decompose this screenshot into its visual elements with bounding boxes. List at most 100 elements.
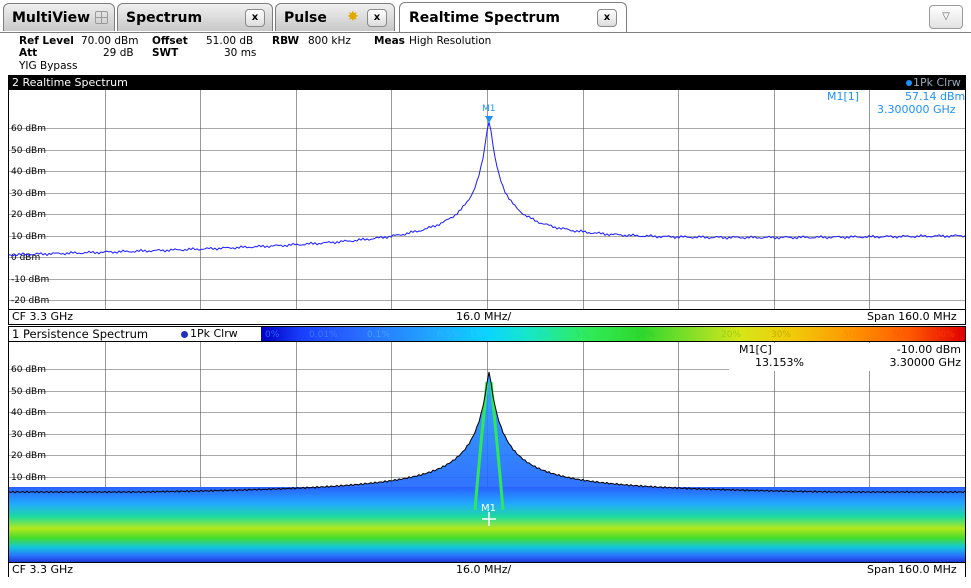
realtime-trace-label: 1Pk Clrw <box>913 76 961 89</box>
offset-value[interactable]: 51.00 dB <box>206 35 254 47</box>
tab-bar: MultiView Spectrum x Pulse ✸ x Realtime … <box>0 0 971 33</box>
realtime-spectrum-panel: 2 Realtime Spectrum 1Pk Clrw 60 dBm 50 d… <box>8 75 966 325</box>
sun-icon: ✸ <box>347 9 359 25</box>
tab-spectrum-label: Spectrum <box>126 10 203 26</box>
realtime-plot-area[interactable]: 60 dBm 50 dBm 40 dBm 30 dBm 20 dBm 10 dB… <box>9 90 965 309</box>
realtime-y-axis: 60 dBm 50 dBm 40 dBm 30 dBm 20 dBm 10 dB… <box>11 124 49 306</box>
scale-label: 100% <box>929 330 955 340</box>
realtime-plot-svg: 60 dBm 50 dBm 40 dBm 30 dBm 20 dBm 10 dB… <box>9 90 965 309</box>
att-value[interactable]: 29 dB <box>103 47 134 59</box>
persistence-marker-box: M1[C] 13.153% -10.00 dBm 3.30000 GHz <box>729 343 965 371</box>
close-spectrum-button[interactable]: x <box>245 9 265 27</box>
persistence-center-freq[interactable]: CF 3.3 GHz <box>12 563 74 576</box>
scale-label: 0.1% <box>367 330 390 340</box>
y-label-30: 30 dBm <box>11 189 46 199</box>
multiview-grid-icon <box>95 11 108 24</box>
crosshair-icon[interactable] <box>482 512 496 526</box>
scale-label: 1% <box>469 330 484 340</box>
persistence-density-region <box>9 372 965 502</box>
scale-label: 0.01% <box>309 330 338 340</box>
swt-label: SWT <box>152 47 179 59</box>
realtime-panel-title: 2 Realtime Spectrum <box>12 76 128 89</box>
ref-level-label: Ref Level <box>19 35 74 47</box>
persistence-div: 16.0 MHz/ <box>456 563 512 576</box>
y-label-20: 20 dBm <box>11 210 46 220</box>
meas-value[interactable]: High Resolution <box>409 35 492 47</box>
y-label-60: 60 dBm <box>11 124 46 134</box>
y-label-40: 40 dBm <box>11 167 46 177</box>
offset-label: Offset <box>152 35 188 47</box>
persistence-panel-titlebar: 1 Persistence Spectrum 1Pk Clrw 0% 0.01%… <box>9 327 965 342</box>
settings-panel: Ref Level 70.00 dBm Offset 51.00 dB RBW … <box>0 33 971 75</box>
y-label-0: 0 dBm <box>11 253 40 263</box>
scale-label: 50% <box>843 330 864 340</box>
persistence-footer: CF 3.3 GHz 16.0 MHz/ Span 160.0 MHz <box>9 562 965 577</box>
tab-realtime-spectrum[interactable]: Realtime Spectrum x <box>399 2 627 33</box>
realtime-center-freq[interactable]: CF 3.3 GHz <box>12 310 74 323</box>
persistence-y-axis: 60 dBm 50 dBm 40 dBm 30 dBm 20 dBm 10 dB… <box>11 365 46 483</box>
scale-label: 30% <box>771 330 792 340</box>
persistence-marker-percent: 13.153% <box>755 356 804 369</box>
realtime-panel-titlebar: 2 Realtime Spectrum 1Pk Clrw <box>9 76 965 90</box>
ref-level-value[interactable]: 70.00 dBm <box>81 35 139 47</box>
scale-label: 10% <box>635 330 656 340</box>
yig-bypass-label: YIG Bypass <box>19 60 78 72</box>
tab-menu-button[interactable]: ▽ <box>929 5 963 29</box>
trace-indicator-icon <box>181 331 188 338</box>
persistence-panel-title: 1 Persistence Spectrum <box>12 327 149 341</box>
trace-indicator-icon <box>906 80 912 86</box>
y-label-50: 50 dBm <box>11 146 46 156</box>
persistence-marker-freq: 3.30000 GHz <box>889 356 961 369</box>
close-pulse-button[interactable]: x <box>367 9 387 27</box>
att-label: Att <box>19 47 38 59</box>
persistence-marker-level: -10.00 dBm <box>896 343 961 356</box>
persistence-max-trace <box>9 371 965 494</box>
scale-label: 3% <box>535 330 550 340</box>
scale-label: 20% <box>721 330 742 340</box>
realtime-marker-level: 57.14 dBm <box>905 90 966 103</box>
realtime-div: 16.0 MHz/ <box>456 310 512 323</box>
y-label-30: 30 dBm <box>11 430 46 440</box>
persistence-plot-area[interactable]: 60 dBm 50 dBm 40 dBm 30 dBm 20 dBm 10 dB… <box>9 342 965 562</box>
scale-label: 0.5% <box>437 330 460 340</box>
meas-label: Meas <box>374 35 405 47</box>
rbw-label: RBW <box>272 35 300 47</box>
tab-multiview[interactable]: MultiView <box>3 3 115 31</box>
y-label-minus10: -10 dBm <box>11 275 49 285</box>
scale-label: 0% <box>265 330 280 340</box>
persistence-marker-tag: M1 <box>481 503 496 514</box>
realtime-marker-name: M1[1] <box>827 90 860 103</box>
tab-realtime-label: Realtime Spectrum <box>409 10 561 26</box>
y-label-10: 10 dBm <box>11 473 46 483</box>
realtime-marker-freq: 3.300000 GHz <box>877 103 956 116</box>
rbw-value[interactable]: 800 kHz <box>308 35 351 47</box>
y-label-50: 50 dBm <box>11 387 46 397</box>
scale-label: 5% <box>575 330 590 340</box>
realtime-trace <box>9 121 965 257</box>
persistence-peak-band-left <box>473 381 489 511</box>
realtime-footer: CF 3.3 GHz 16.0 MHz/ Span 160.0 MHz <box>9 309 965 324</box>
persistence-span[interactable]: Span 160.0 MHz <box>867 563 957 576</box>
persistence-noise-floor <box>9 487 965 562</box>
tab-pulse[interactable]: Pulse ✸ x <box>275 3 395 31</box>
scale-label: 2% <box>511 330 526 340</box>
y-label-minus20: -20 dBm <box>11 296 49 306</box>
y-label-20: 20 dBm <box>11 451 46 461</box>
tab-spectrum[interactable]: Spectrum x <box>117 3 273 31</box>
marker-m1-tag: M1 <box>482 104 496 114</box>
swt-value[interactable]: 30 ms <box>224 47 257 59</box>
tab-pulse-label: Pulse <box>284 10 327 26</box>
persistence-marker-name: M1[C] <box>739 343 772 356</box>
persistence-plot-svg: 60 dBm 50 dBm 40 dBm 30 dBm 20 dBm 10 dB… <box>9 342 965 562</box>
persistence-color-scale: 0% 0.01% 0.1% 0.5% 1% 2% 3% 5% 10% 20% 3… <box>261 327 965 341</box>
tab-multiview-label: MultiView <box>12 10 91 26</box>
realtime-grid <box>9 90 965 309</box>
y-label-60: 60 dBm <box>11 365 46 375</box>
scale-label: 70% <box>891 330 912 340</box>
realtime-span[interactable]: Span 160.0 MHz <box>867 310 957 323</box>
y-label-10: 10 dBm <box>11 232 46 242</box>
close-realtime-button[interactable]: x <box>597 9 617 27</box>
tab-bar-divider <box>0 32 971 33</box>
marker-m1-icon[interactable] <box>485 116 493 123</box>
persistence-trace-label: 1Pk Clrw <box>190 327 238 340</box>
